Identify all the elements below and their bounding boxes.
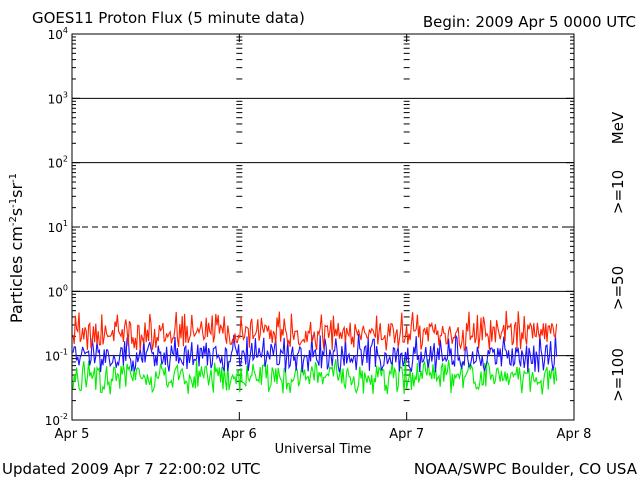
x-tick-label: Apr 6	[222, 427, 257, 442]
y-tick-label: 101	[48, 219, 68, 235]
series-line	[72, 333, 558, 373]
x-tick-label: Apr 7	[389, 427, 424, 442]
y-tick-label: 10-1	[45, 348, 68, 364]
series-line	[72, 310, 558, 352]
y-tick-label: 104	[48, 26, 68, 42]
updated-timestamp: Updated 2009 Apr 7 22:00:02 UTC	[2, 460, 260, 478]
y-tick-label: 102	[48, 155, 68, 171]
x-tick-labels: Apr 5 Apr 6 Apr 7 Apr 8	[55, 427, 592, 442]
series-line	[72, 358, 558, 395]
y-tick-label: 103	[48, 90, 68, 106]
x-tick-label: Apr 8	[557, 427, 592, 442]
y-tick-label: 100	[48, 283, 68, 299]
series-group	[72, 310, 558, 395]
x-tick-label: Apr 5	[55, 427, 90, 442]
grid-lines	[72, 97, 574, 357]
x-axis-label: Universal Time	[275, 442, 372, 457]
y-tick-labels: 10-2 10-1 100 101 102 103 104	[45, 26, 68, 428]
y-tick-label: 10-2	[45, 412, 68, 428]
legend-series-100mev: >=100	[609, 348, 627, 402]
chart-title: GOES11 Proton Flux (5 minute data)	[32, 9, 305, 27]
y-tick-marks	[72, 36, 574, 421]
legend-unit-mev: MeV	[609, 111, 627, 144]
y-axis-label: Particles cm-2s-1sr-1	[7, 173, 26, 323]
legend-series-50mev: >=50	[609, 266, 627, 310]
credit-label: NOAA/SWPC Boulder, CO USA	[414, 460, 638, 478]
legend-series-10mev: >=10	[609, 170, 627, 214]
begin-date: Begin: 2009 Apr 5 0000 UTC	[423, 13, 636, 31]
